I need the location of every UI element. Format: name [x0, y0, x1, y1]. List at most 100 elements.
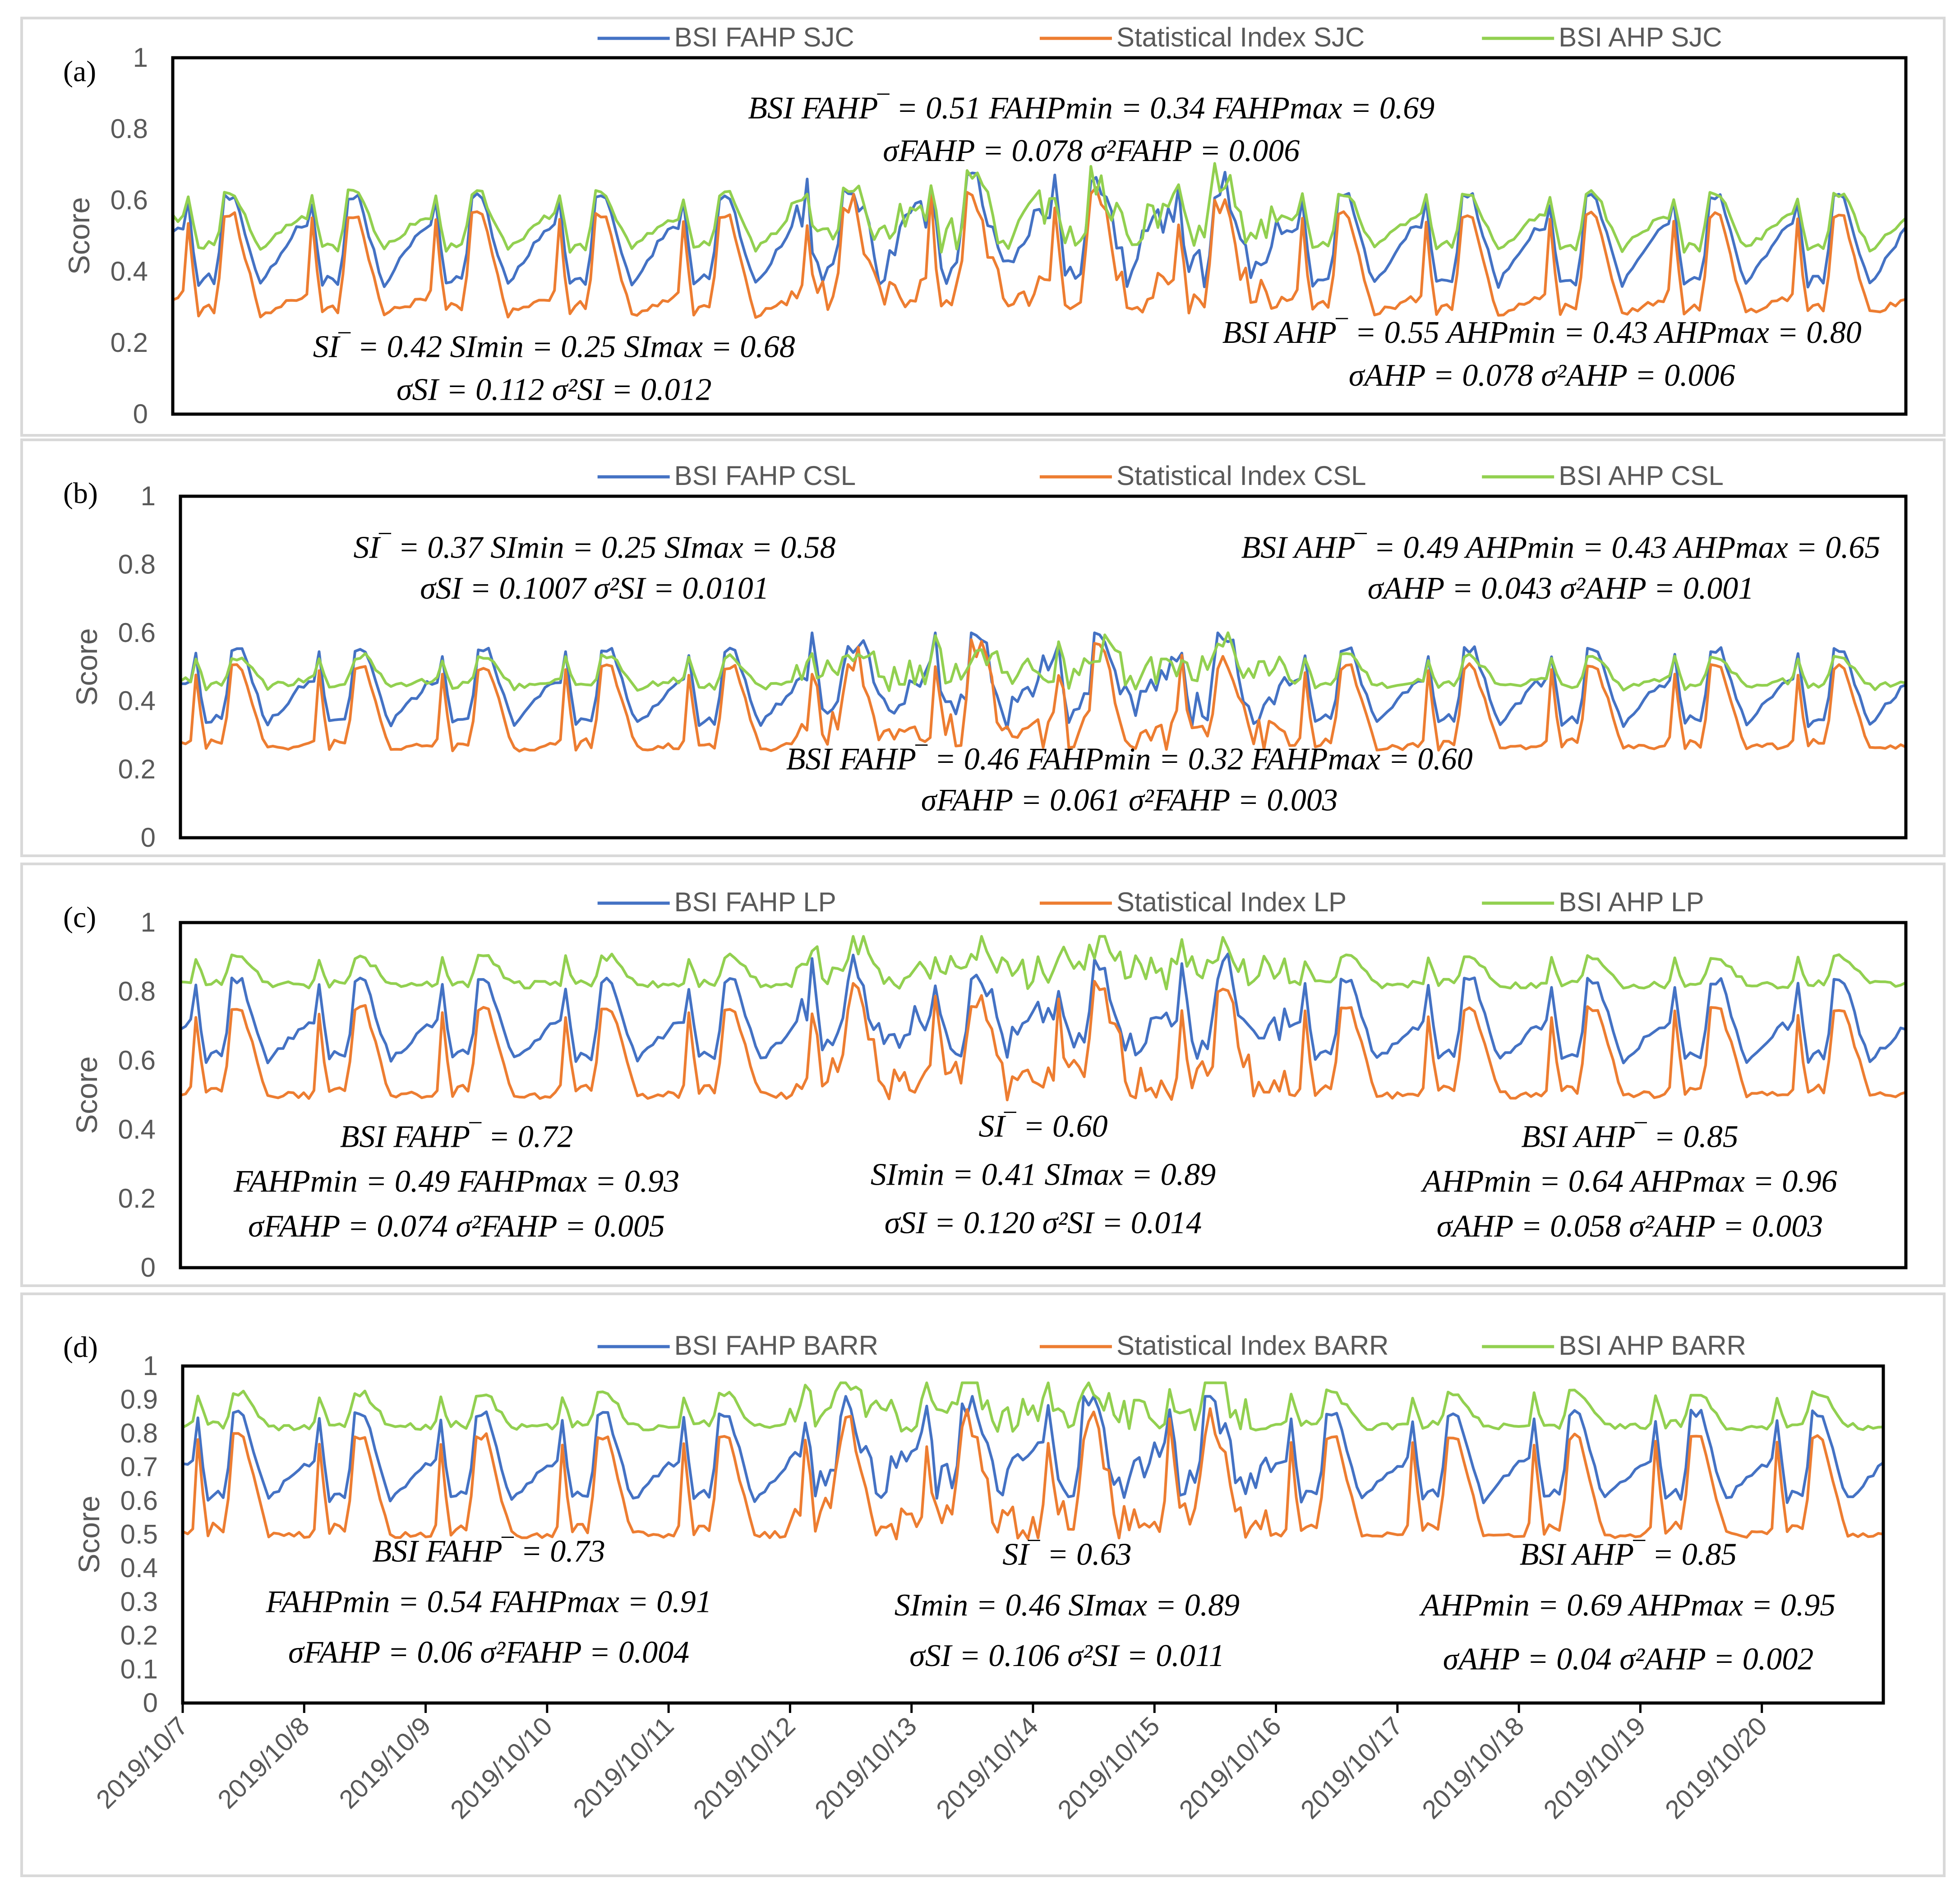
- panel-c: (c) 0 0.2 0.4 0.6 0.8 1 Score BSI FAHP LP Statist…: [20, 863, 1946, 1287]
- x-tick-label: 2019/10/18: [1416, 1711, 1530, 1824]
- stat-annotation: SImin = 0.46 SImax = 0.89: [895, 1588, 1240, 1623]
- y-tick-label: 0.8: [111, 114, 148, 144]
- legend-entry: BSI AHP SJC: [1559, 22, 1722, 52]
- panel-tag: (b): [63, 477, 98, 510]
- series-line-fahp: [180, 631, 1906, 730]
- x-tick-label: 2019/10/11: [567, 1711, 679, 1823]
- stat-annotation: σFAHP = 0.06 σ²FAHP = 0.004: [288, 1635, 689, 1670]
- stat-annotation: SI‾ = 0.63: [1002, 1537, 1131, 1572]
- y-axis-title: Score: [70, 628, 103, 706]
- x-tick-label: 2019/10/14: [931, 1711, 1044, 1824]
- legend-entry: BSI FAHP LP: [674, 887, 836, 917]
- y-tick-label: 0.8: [118, 549, 156, 579]
- stat-annotation: BSI FAHP‾ = 0.46 FAHPmin = 0.32 FAHPmax …: [786, 742, 1473, 777]
- stat-annotation: FAHPmin = 0.54 FAHPmax = 0.91: [265, 1584, 711, 1619]
- legend-entry: Statistical Index CSL: [1116, 461, 1366, 491]
- y-tick-label: 1: [141, 481, 156, 511]
- legend-entry: BSI AHP LP: [1559, 887, 1704, 917]
- stat-annotation: σFAHP = 0.061 σ²FAHP = 0.003: [921, 783, 1338, 817]
- stat-annotation: AHPmin = 0.69 AHPmax = 0.95: [1419, 1588, 1835, 1623]
- plot-area-frame: [171, 56, 1908, 416]
- y-tick-label: 0.8: [118, 976, 156, 1006]
- x-tick-label: 2019/10/16: [1174, 1711, 1287, 1824]
- legend-entry: Statistical Index LP: [1116, 887, 1347, 917]
- series-line-si: [173, 186, 1906, 319]
- stat-annotation: σSI = 0.106 σ²SI = 0.011: [909, 1639, 1224, 1673]
- x-tick-label: 2019/10/10: [445, 1711, 558, 1824]
- stat-annotation: BSI FAHP‾ = 0.72: [340, 1119, 573, 1154]
- x-tick-label: 2019/10/12: [687, 1711, 801, 1824]
- x-tick-label: 2019/10/20: [1660, 1711, 1773, 1824]
- legend-entry: Statistical Index BARR: [1116, 1330, 1389, 1361]
- y-tick-label: 0.7: [120, 1452, 158, 1482]
- y-tick-label: 0: [141, 1252, 156, 1283]
- stat-annotation: σSI = 0.120 σ²SI = 0.014: [885, 1206, 1202, 1241]
- series-line-fahp: [183, 1395, 1883, 1505]
- y-tick-label: 0: [143, 1688, 158, 1718]
- stat-annotation: BSI AHP‾ = 0.85: [1521, 1119, 1738, 1154]
- x-tick-label: 2019/10/19: [1538, 1711, 1651, 1824]
- legend-entry: BSI FAHP BARR: [674, 1330, 878, 1361]
- panel-border: [20, 17, 1946, 437]
- stat-annotation: BSI FAHP‾ = 0.51 FAHPmin = 0.34 FAHPmax …: [748, 91, 1434, 125]
- x-tick-label: 2019/10/15: [1052, 1711, 1165, 1824]
- y-tick-label: 0.6: [111, 185, 148, 215]
- y-tick-label: 1: [141, 907, 156, 937]
- x-tick-label: 2019/10/9: [333, 1711, 436, 1814]
- stat-annotation: σAHP = 0.078 σ²AHP = 0.006: [1349, 358, 1735, 393]
- legend-entry: Statistical Index SJC: [1116, 22, 1365, 52]
- legend-entry: BSI FAHP CSL: [674, 461, 856, 491]
- legend-entry: BSI FAHP SJC: [674, 22, 854, 52]
- stat-annotation: σAHP = 0.04 σ²AHP = 0.002: [1443, 1642, 1814, 1676]
- series-line-fahp: [173, 171, 1906, 289]
- panel-border: [20, 1292, 1946, 1877]
- panel-d: (d) 0 0.10.20.3 0.40.50.6 0.7 0.80.9 1 Score BSI…: [20, 1292, 1946, 1877]
- stat-annotation: SImin = 0.41 SImax = 0.89: [871, 1157, 1216, 1192]
- x-tick-label: 2019/10/17: [1295, 1711, 1408, 1824]
- y-tick-label: 0.1: [120, 1654, 158, 1684]
- y-tick-label: 0.5: [120, 1519, 158, 1550]
- y-tick-label: 0.3: [120, 1587, 158, 1617]
- stat-annotation: BSI AHP‾ = 0.49 AHPmin = 0.43 AHPmax = 0…: [1241, 530, 1880, 565]
- stat-annotation: SI‾ = 0.37 SImin = 0.25 SImax = 0.58: [353, 530, 835, 565]
- panel-b: (b) 0 0.2 0.4 0.6 0.8 1 Score BSI FAHP CSL Statis…: [20, 438, 1946, 857]
- series-line-ahp: [180, 935, 1906, 991]
- y-tick-label: 0.2: [118, 1183, 156, 1214]
- y-tick-label: 0.4: [118, 686, 156, 716]
- panel-a: (a) 0 0.2 0.4 0.6 0.8 1 Score BSI FAHP SJC Statis…: [20, 17, 1946, 437]
- y-tick-label: 0.2: [111, 328, 148, 358]
- y-tick-label: 0.2: [118, 754, 156, 785]
- stat-annotation: σSI = 0.112 σ²SI = 0.012: [397, 372, 711, 407]
- panel-border: [20, 863, 1946, 1287]
- y-tick-label: 0: [141, 822, 156, 853]
- stat-annotation: SI‾ = 0.60: [978, 1109, 1107, 1144]
- series-line-fahp: [180, 952, 1906, 1065]
- x-tick-label: 2019/10/13: [809, 1711, 922, 1824]
- series-line-si: [183, 1407, 1883, 1541]
- stat-annotation: BSI AHP‾ = 0.85: [1520, 1537, 1737, 1572]
- stat-annotation: σFAHP = 0.074 σ²FAHP = 0.005: [248, 1209, 665, 1244]
- series-line-si: [180, 638, 1906, 753]
- stat-annotation: BSI AHP‾ = 0.55 AHPmin = 0.43 AHPmax = 0…: [1222, 315, 1862, 350]
- panel-border: [20, 438, 1946, 857]
- stat-annotation: σAHP = 0.058 σ²AHP = 0.003: [1437, 1209, 1823, 1244]
- y-axis-title: Score: [70, 1056, 103, 1134]
- stat-annotation: σAHP = 0.043 σ²AHP = 0.001: [1368, 571, 1754, 606]
- stat-annotation: AHPmin = 0.64 AHPmax = 0.96: [1420, 1164, 1837, 1199]
- y-axis-title: Score: [72, 1495, 106, 1573]
- stat-annotation: BSI FAHP‾ = 0.73: [372, 1534, 605, 1569]
- stat-annotation: FAHPmin = 0.49 FAHPmax = 0.93: [233, 1164, 679, 1199]
- y-tick-label: 0.2: [120, 1620, 158, 1651]
- y-tick-label: 0.4: [118, 1114, 156, 1145]
- y-tick-label: 0.6: [118, 1045, 156, 1075]
- plot-area-frame: [179, 494, 1908, 840]
- series-line-si: [180, 980, 1906, 1102]
- stat-annotation: σSI = 0.1007 σ²SI = 0.0101: [420, 571, 769, 606]
- y-tick-label: 1: [143, 1351, 158, 1381]
- y-tick-label: 0.8: [120, 1418, 158, 1448]
- y-tick-label: 0.9: [120, 1385, 158, 1415]
- y-tick-label: 0: [133, 399, 148, 429]
- series-line-ahp: [183, 1381, 1883, 1433]
- panel-tag: (a): [63, 55, 96, 88]
- legend-entry: BSI AHP BARR: [1559, 1330, 1746, 1361]
